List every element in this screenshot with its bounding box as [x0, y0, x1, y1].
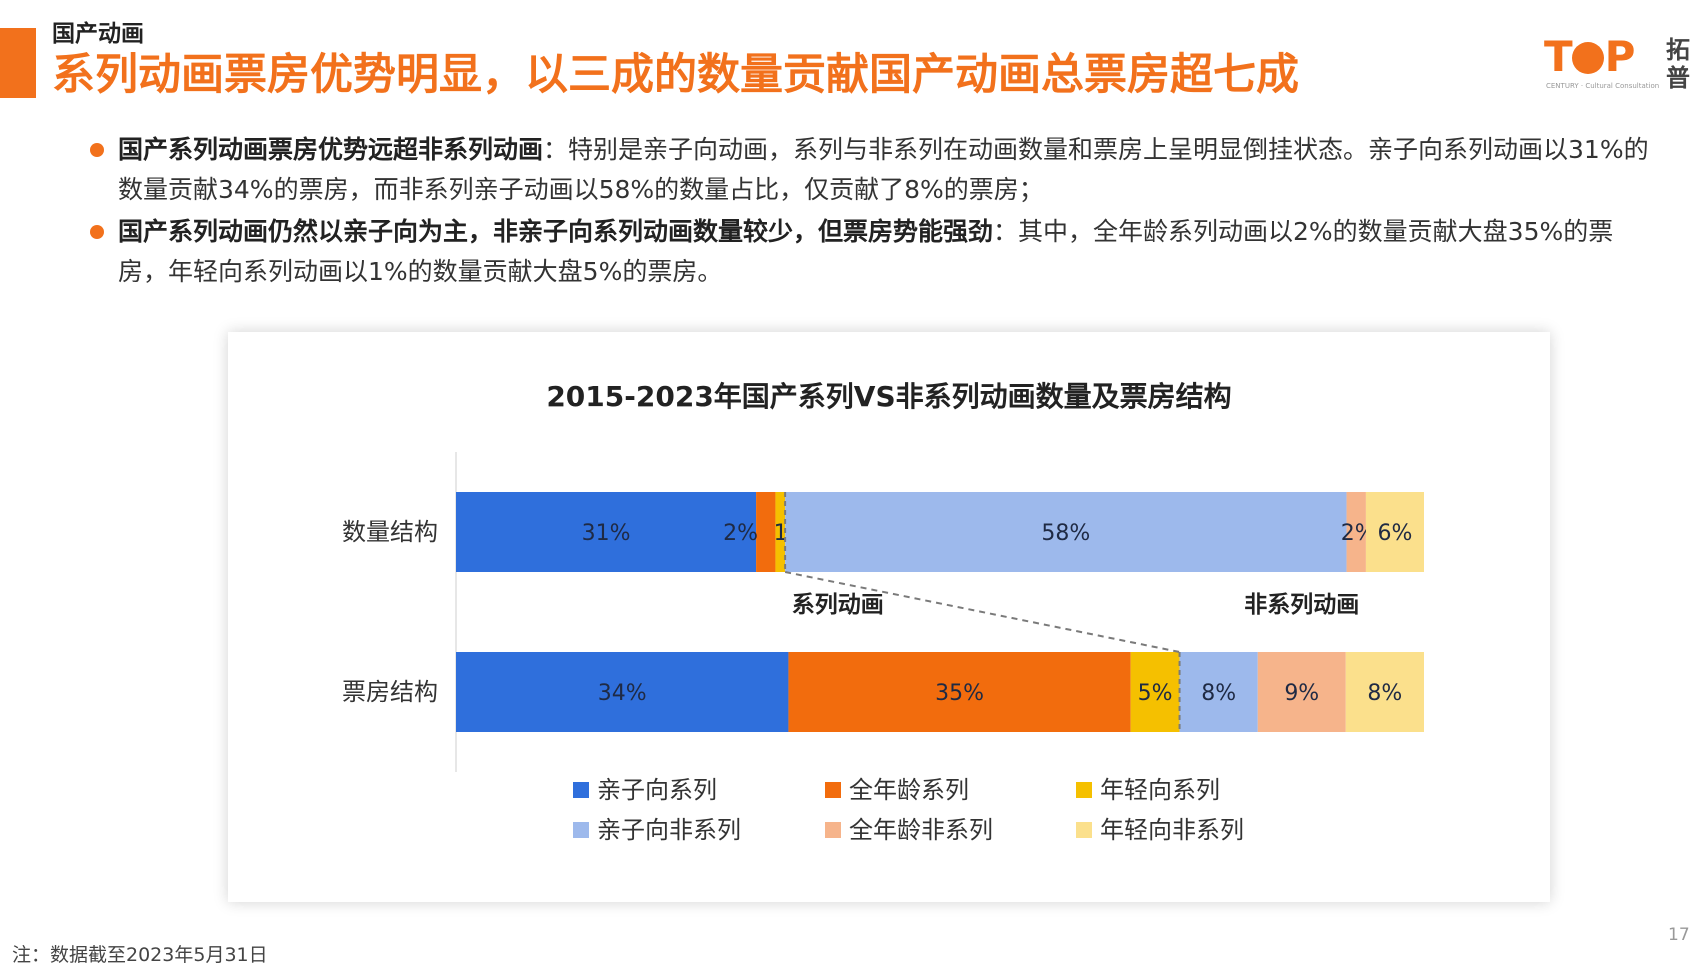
- section-label: 国产动画: [52, 21, 144, 47]
- bar-segment: [785, 492, 1347, 572]
- bar-segment: [775, 492, 786, 572]
- legend-swatch: [573, 822, 589, 838]
- data-label: 6%: [1378, 521, 1413, 546]
- bar-segment: [1346, 492, 1366, 572]
- data-label: 5%: [1138, 681, 1173, 706]
- chart-card: 2015-2023年国产系列VS非系列动画数量及票房结构数量结构票房结构 31% 2…: [228, 332, 1550, 902]
- bar-segment: [788, 652, 1131, 732]
- legend-label: 年轻向系列: [1100, 776, 1220, 804]
- legend-label: 年轻向非系列: [1100, 816, 1244, 844]
- slide-title: 系列动画票房优势明显，以三成的数量贡献国产动画总票房超七成: [52, 50, 1299, 100]
- data-label: 58%: [1041, 521, 1090, 546]
- legend-swatch: [1076, 782, 1092, 798]
- data-label: 34%: [598, 681, 647, 706]
- chart-title: 2015-2023年国产系列VS非系列动画数量及票房结构: [546, 380, 1231, 413]
- legend-swatch: [825, 782, 841, 798]
- bar-segment: [1257, 652, 1346, 732]
- bar-segment: [1130, 652, 1180, 732]
- bullet-bold: 国产系列动画仍然以亲子向为主，非亲子向系列动画数量较少，但票房势能强劲: [118, 217, 994, 246]
- bar-segment: [456, 492, 757, 572]
- footnote: 注：数据截至2023年5月31日: [12, 944, 268, 966]
- y-tick-label: 数量结构: [342, 518, 438, 546]
- data-label: 35%: [935, 681, 984, 706]
- legend-swatch: [825, 822, 841, 838]
- logo-cn: 拓 普: [1664, 36, 1692, 92]
- bullet-item: 国产系列动画仍然以亲子向为主，非亲子向系列动画数量较少，但票房势能强劲：其中，全…: [88, 212, 1658, 292]
- page-number: 17: [1668, 925, 1690, 945]
- logo-cn-2: 普: [1666, 64, 1690, 92]
- data-label: 8%: [1367, 681, 1402, 706]
- bullet-list: 国产系列动画票房优势远超非系列动画：特别是亲子向动画，系列与非系列在动画数量和票…: [88, 130, 1658, 294]
- legend-swatch: [573, 782, 589, 798]
- bullet-dot-icon: [90, 225, 104, 239]
- bullet-text: ：其中，全年龄系列动画以2%的数量贡献大盘35%的票房，年轻向系列动画以1%的数…: [118, 217, 1614, 286]
- bar-segment: [756, 492, 776, 572]
- legend-label: 亲子向系列: [597, 776, 717, 804]
- bullet-bold: 国产系列动画票房优势远超非系列动画: [118, 135, 544, 164]
- bar-segment: [1179, 652, 1258, 732]
- logo-cn-1: 拓: [1666, 36, 1690, 64]
- data-label: 31%: [582, 521, 631, 546]
- logo-subtitle: CENTURY · Cultural Consultation: [1546, 82, 1660, 90]
- logo-o-mark: [1571, 41, 1604, 74]
- annotation-non-series: 非系列动画: [1244, 592, 1359, 618]
- annotation-series: 系列动画: [792, 592, 884, 618]
- data-label: 8%: [1201, 681, 1236, 706]
- bar-segment: [456, 652, 789, 732]
- legend-label: 全年龄非系列: [849, 816, 993, 844]
- group-connector-line: [784, 571, 1180, 653]
- legend-label: 亲子向非系列: [597, 816, 741, 844]
- bullet-item: 国产系列动画票房优势远超非系列动画：特别是亲子向动画，系列与非系列在动画数量和票…: [88, 130, 1658, 210]
- legend-label: 全年龄系列: [849, 776, 969, 804]
- legend-swatch: [1076, 822, 1092, 838]
- bullet-text: ：特别是亲子向动画，系列与非系列在动画数量和票房上呈明显倒挂状态。亲子向系列动画…: [118, 135, 1649, 204]
- data-label: 9%: [1284, 681, 1319, 706]
- bar-segment: [1365, 492, 1424, 572]
- bullet-dot-icon: [90, 143, 104, 157]
- title-accent-bar: [0, 28, 36, 98]
- y-tick-label: 票房结构: [342, 678, 438, 706]
- bar-segment: [1345, 652, 1424, 732]
- data-label: 2%: [723, 521, 758, 546]
